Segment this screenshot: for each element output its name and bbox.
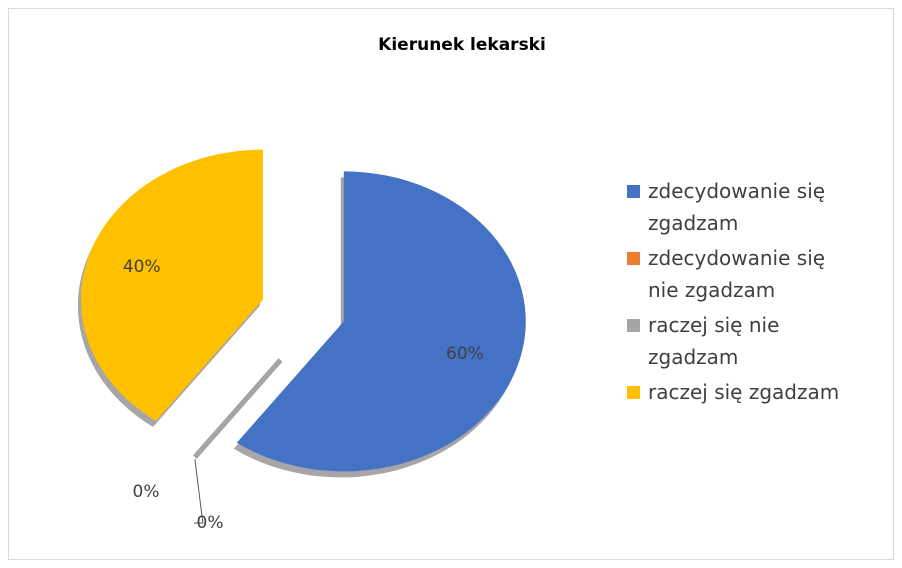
legend-label: zdecydowanie się nie zgadzam <box>648 246 826 302</box>
legend-label: zdecydowanie się zgadzam <box>648 179 826 235</box>
pie-slice <box>236 171 526 472</box>
data-label: 0% <box>133 482 160 502</box>
pie-slice <box>192 358 283 459</box>
pie-slice <box>80 149 263 421</box>
legend-item: zdecydowanie się zgadzam <box>627 175 859 239</box>
legend-label: raczej się nie zgadzam <box>648 313 780 369</box>
legend: zdecydowanie się zgadzam zdecydowanie się… <box>627 175 859 411</box>
legend-swatch <box>627 386 640 399</box>
leader-line <box>194 459 204 524</box>
chart-title: Kierunek lekarski <box>378 35 546 55</box>
legend-label: raczej się zgadzam <box>648 380 840 404</box>
legend-item: raczej się nie zgadzam <box>627 309 859 373</box>
data-label: 40% <box>123 257 161 277</box>
data-label: 0% <box>197 513 224 533</box>
legend-item: zdecydowanie się nie zgadzam <box>627 242 859 306</box>
data-label: 60% <box>446 344 484 364</box>
legend-swatch <box>627 252 640 265</box>
legend-item: raczej się zgadzam <box>627 376 859 408</box>
legend-swatch <box>627 319 640 332</box>
legend-swatch <box>627 185 640 198</box>
